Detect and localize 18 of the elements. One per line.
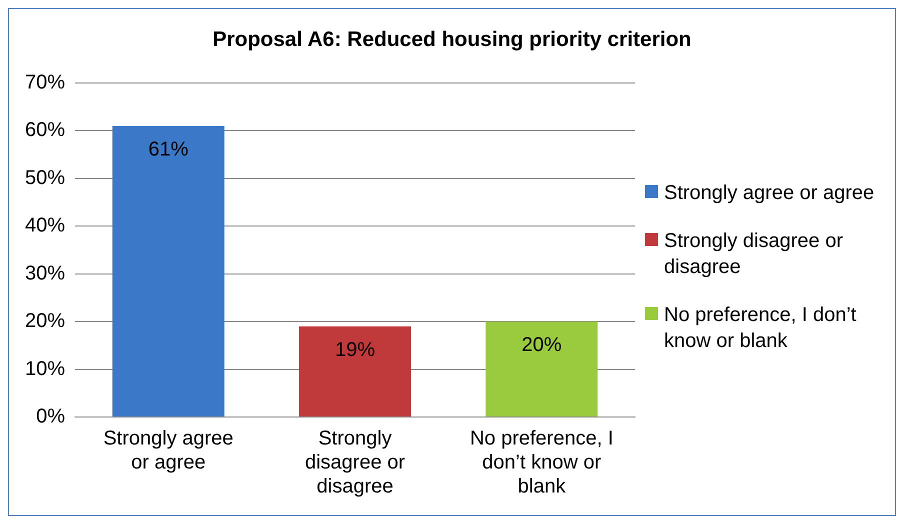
data-label: 20%: [522, 334, 562, 356]
chart-title: Proposal A6: Reduced housing priority criterion: [212, 27, 692, 53]
y-tick-label: 10%: [25, 358, 66, 380]
legend-label: Strongly agree or agree: [664, 181, 874, 206]
legend-label: Strongly disagree or disagree: [664, 229, 844, 280]
y-tick-label: 30%: [25, 262, 66, 284]
y-tick-label: 0%: [36, 406, 66, 428]
y-tick-label: 40%: [25, 214, 66, 237]
x-tick-label: No preference, I don’t know or blank: [470, 428, 614, 498]
legend-label: No preference, I don’t know or blank: [664, 303, 858, 354]
data-label: 19%: [335, 338, 376, 361]
y-tick-label: 50%: [25, 166, 66, 189]
y-tick-label: 70%: [25, 72, 66, 94]
x-tick-label: Strongly disagree or disagree: [304, 428, 406, 498]
y-tick-label: 20%: [25, 310, 66, 332]
x-tick-label: Strongly agree or agree: [103, 428, 234, 474]
data-label: 61%: [148, 138, 189, 160]
y-tick-label: 60%: [25, 119, 66, 142]
